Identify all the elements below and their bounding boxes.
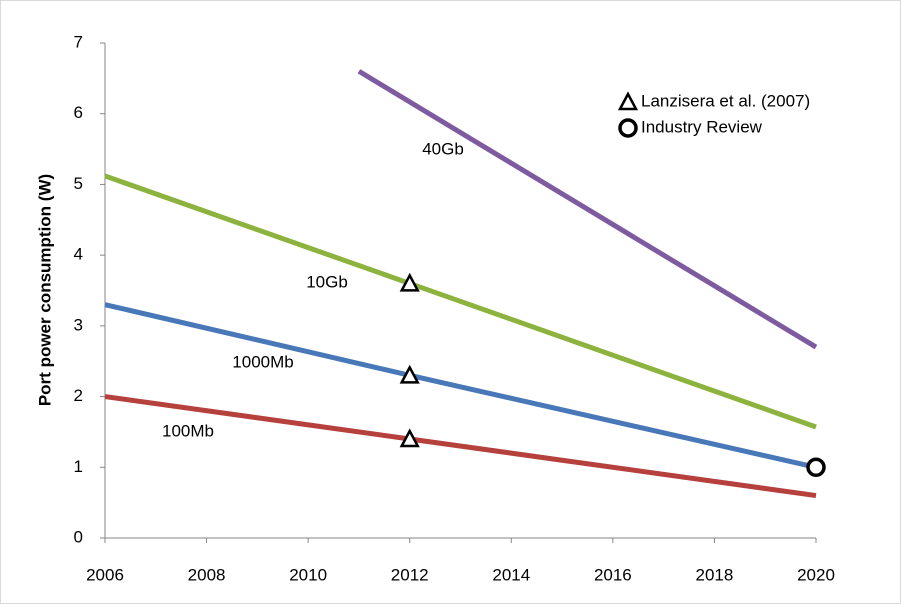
y-tick-label: 3 — [74, 315, 83, 334]
x-tick-label: 2020 — [797, 565, 835, 584]
marker-triangle — [617, 91, 639, 111]
x-tick-label: 2010 — [289, 565, 327, 584]
x-tick-label: 2012 — [391, 565, 429, 584]
y-tick-label: 1 — [74, 457, 83, 476]
line-label: 40Gb — [422, 139, 464, 158]
y-tick-label: 0 — [74, 527, 83, 546]
marker-circle — [618, 118, 638, 138]
marker-triangle — [399, 272, 420, 292]
legend-label: Lanzisera et al. (2007) — [641, 91, 810, 110]
y-tick-label: 4 — [74, 245, 83, 264]
line — [357, 69, 818, 350]
marker-triangle — [399, 364, 420, 384]
x-tick-label: 2018 — [696, 565, 734, 584]
marker-circle — [806, 457, 826, 478]
y-tick-label: 5 — [74, 174, 83, 193]
line-label: 100Mb — [162, 421, 214, 440]
line — [104, 394, 817, 499]
x-tick-label: 2006 — [86, 565, 124, 584]
line-label: 10Gb — [306, 272, 348, 291]
x-tick-label: 2014 — [492, 565, 530, 584]
y-tick-label: 6 — [74, 103, 83, 122]
x-tick-label: 2016 — [594, 565, 632, 584]
y-axis-title: Port power consumption (W) — [35, 174, 54, 406]
line-label: 1000Mb — [232, 352, 293, 371]
legend-label: Industry Review — [641, 117, 763, 136]
y-tick-label: 2 — [74, 386, 83, 405]
x-tick-label: 2008 — [188, 565, 226, 584]
marker-triangle — [399, 428, 420, 448]
y-tick-label: 7 — [74, 32, 83, 51]
